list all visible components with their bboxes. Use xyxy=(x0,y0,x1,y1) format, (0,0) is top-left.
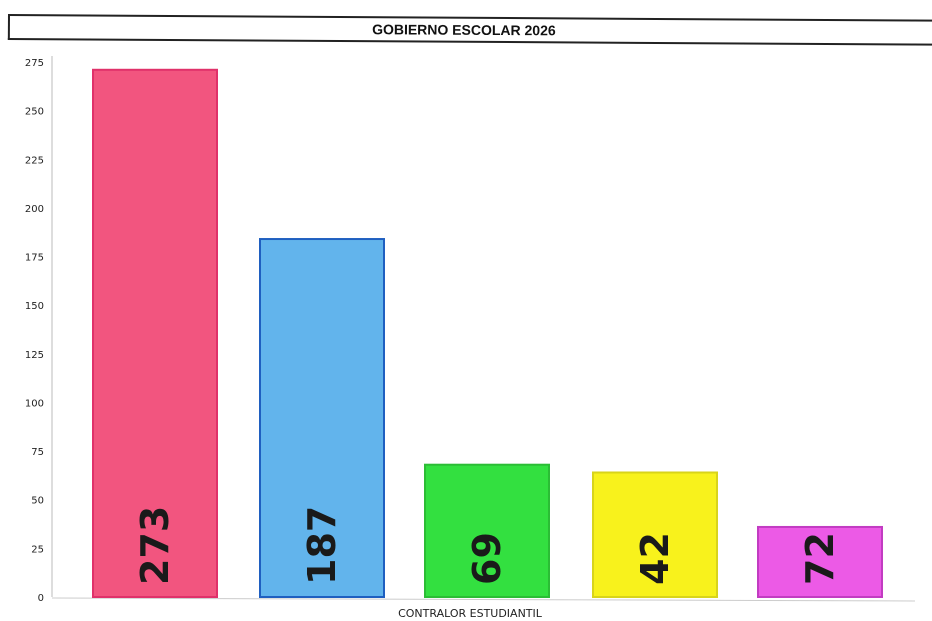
bar-data-label: 42 xyxy=(633,532,677,585)
y-tick-label: 125 xyxy=(25,350,44,361)
y-tick-label: 225 xyxy=(25,155,44,166)
bar xyxy=(424,463,550,598)
bar xyxy=(757,525,883,598)
bar xyxy=(592,471,718,598)
y-axis: 0 25 50 75 100 125 150 175 200 225 250 275 xyxy=(25,56,916,604)
x-axis-line xyxy=(51,597,916,602)
y-tick-label: 250 xyxy=(25,107,44,118)
bar-data-label: 72 xyxy=(798,532,842,585)
x-axis-label: CONTRALOR ESTUDIANTIL xyxy=(398,607,543,620)
y-tick-label: 275 xyxy=(25,58,44,69)
bar-data-label: 187 xyxy=(300,506,344,585)
bar xyxy=(92,68,218,599)
y-tick-label: 175 xyxy=(25,253,44,264)
y-tick-label: 200 xyxy=(25,204,44,215)
y-tick-label: 25 xyxy=(31,544,44,555)
bar xyxy=(259,238,385,598)
y-tick-label: 50 xyxy=(31,496,44,507)
bar-data-label: 273 xyxy=(133,506,177,585)
bar-data-label: 69 xyxy=(465,532,509,585)
bar-labels: 273 187 69 42 72 xyxy=(133,506,842,585)
y-tick-label: 0 xyxy=(38,593,44,604)
y-tick-label: 75 xyxy=(31,447,44,458)
y-tick-label: 150 xyxy=(25,301,44,312)
bars xyxy=(92,68,883,599)
y-tick-label: 100 xyxy=(25,398,44,409)
